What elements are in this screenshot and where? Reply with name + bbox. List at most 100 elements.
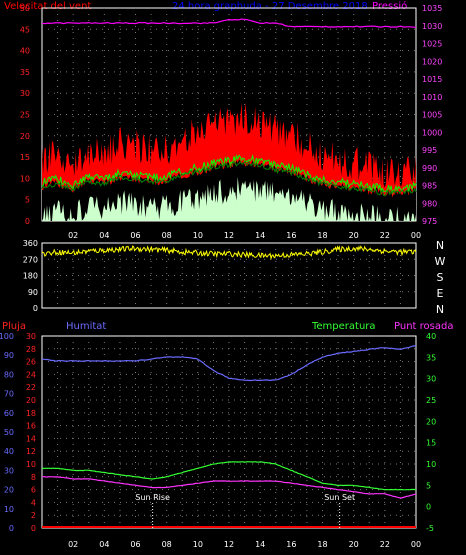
rain-axis-tick-label: 26 <box>26 358 36 367</box>
sunrise-label: Sun Rise <box>135 493 170 502</box>
wind-axis-tick-label: 10 <box>20 174 30 183</box>
wind-axis-tick-label: 35 <box>20 68 30 77</box>
x-axis-tick-label: 22 <box>380 540 390 549</box>
wind-axis-tick-label: 40 <box>20 47 30 56</box>
wind-axis-tick-label: 45 <box>20 25 30 34</box>
direction-axis-tick-label: 0 <box>33 304 38 313</box>
x-axis-tick-label: 08 <box>162 540 172 549</box>
x-axis-tick-label: 22 <box>380 231 390 240</box>
humidity-axis-tick-label: 30 <box>4 466 14 475</box>
temperature-axis-tick-label: 5 <box>426 481 431 490</box>
rain-axis-tick-label: 20 <box>26 396 36 405</box>
x-axis-tick-label: 18 <box>317 540 327 549</box>
x-axis-tick-label: 04 <box>99 540 109 549</box>
rain-axis-tick-label: 16 <box>26 422 36 431</box>
humidity-axis-tick-label: 100 <box>0 332 14 341</box>
temperature-axis-tick-label: 15 <box>426 439 436 448</box>
x-axis-tick-label: 00 <box>411 540 421 549</box>
temperature-axis-tick-label: 30 <box>426 375 436 384</box>
compass-label: E <box>437 287 444 300</box>
pressure-label: Pressió <box>372 1 408 12</box>
pressure-axis-tick-label: 1005 <box>422 111 442 120</box>
pressure-axis-tick-label: 1010 <box>422 93 442 102</box>
rain-axis-tick-label: 0 <box>31 524 36 533</box>
pressure-axis-tick-label: 985 <box>422 182 437 191</box>
humidity-line <box>41 345 417 382</box>
x-axis-tick-label: 08 <box>162 231 172 240</box>
temperature-axis-tick-label: 0 <box>426 503 431 512</box>
humidity-axis-tick-label: 0 <box>9 524 14 533</box>
compass-label: S <box>437 271 444 284</box>
x-axis-tick-label: 10 <box>193 540 203 549</box>
rain-axis-tick-label: 24 <box>26 370 36 379</box>
temperature-axis-tick-label: 40 <box>426 332 436 341</box>
rain-axis-tick-label: 10 <box>26 460 36 469</box>
pressure-axis-tick-label: 1035 <box>422 4 442 13</box>
x-axis-tick-label: 06 <box>130 231 140 240</box>
wind-axis-tick-label: 15 <box>20 153 30 162</box>
wind-average-line <box>41 153 417 195</box>
x-axis-tick-label: 16 <box>286 231 296 240</box>
dewpoint-label: Punt rosada <box>394 321 454 332</box>
sunset-label: Sun Set <box>324 493 355 502</box>
rain-axis-tick-label: 6 <box>31 486 36 495</box>
x-axis-tick-label: 02 <box>68 231 78 240</box>
humidity-label: Humitat <box>66 321 107 332</box>
pressure-axis-tick-label: 1030 <box>422 22 442 31</box>
wind-min-area <box>42 176 416 221</box>
temperature-axis-tick-label: 10 <box>426 460 436 469</box>
wind-axis-tick-label: 5 <box>25 196 30 205</box>
x-axis-tick-label: 12 <box>224 540 234 549</box>
direction-axis-tick-label: 90 <box>28 288 38 297</box>
pressure-axis-tick-label: 1020 <box>422 57 442 66</box>
rain-axis-tick-label: 2 <box>31 511 36 520</box>
wind-axis-tick-label: 30 <box>20 89 30 98</box>
compass-label: N <box>436 303 444 316</box>
direction-axis-tick-label: 270 <box>23 255 38 264</box>
pressure-axis-tick-label: 1000 <box>422 128 442 137</box>
wind-secondary-line <box>41 160 417 197</box>
pressure-axis-tick-label: 980 <box>422 199 437 208</box>
humidity-axis-tick-label: 50 <box>4 428 14 437</box>
x-axis-tick-label: 02 <box>68 540 78 549</box>
x-axis-tick-label: 20 <box>349 540 359 549</box>
x-axis-tick-label: 10 <box>193 231 203 240</box>
wind-speed-label: Velocitat del vent <box>4 1 92 12</box>
pressure-line <box>41 18 417 28</box>
humidity-axis-tick-label: 70 <box>4 390 14 399</box>
compass-label: W <box>435 255 446 268</box>
x-axis-tick-label: 16 <box>286 540 296 549</box>
direction-axis-tick-label: 360 <box>23 239 38 248</box>
temperature-line <box>41 461 416 491</box>
temperature-axis-tick-label: 25 <box>426 396 436 405</box>
direction-axis-tick-label: 180 <box>23 272 38 281</box>
rain-axis-tick-label: 22 <box>26 383 36 392</box>
x-axis-tick-label: 04 <box>99 231 109 240</box>
humidity-axis-tick-label: 90 <box>4 351 14 360</box>
wind-axis-tick-label: 20 <box>20 132 30 141</box>
temperature-axis-tick-label: 35 <box>426 353 436 362</box>
chart-title: 24 hora graphuda - 27 Desembre 2018 <box>172 1 368 12</box>
pressure-axis-tick-label: 1025 <box>422 40 442 49</box>
pressure-axis-tick-label: 975 <box>422 217 437 226</box>
rain-axis-tick-label: 8 <box>31 473 36 482</box>
rain-axis-tick-label: 18 <box>26 409 36 418</box>
pressure-axis-tick-label: 990 <box>422 164 437 173</box>
wind-axis-tick-label: 50 <box>20 4 30 13</box>
temperature-axis-tick-label: 20 <box>426 417 436 426</box>
rain-axis-tick-label: 30 <box>26 332 36 341</box>
rain-axis-tick-label: 12 <box>26 447 36 456</box>
humidity-axis-tick-label: 80 <box>4 370 14 379</box>
pressure-axis-tick-label: 995 <box>422 146 437 155</box>
rain-axis-tick-label: 28 <box>26 345 36 354</box>
compass-label: N <box>436 239 444 252</box>
x-axis-tick-label: 20 <box>349 231 359 240</box>
rain-axis-tick-label: 14 <box>26 434 36 443</box>
x-axis-tick-label: 06 <box>130 540 140 549</box>
humidity-axis-tick-label: 40 <box>4 447 14 456</box>
wind-axis-tick-label: 0 <box>25 217 30 226</box>
wind-axis-tick-label: 25 <box>20 111 30 120</box>
x-axis-tick-label: 12 <box>224 231 234 240</box>
humidity-axis-tick-label: 20 <box>4 486 14 495</box>
